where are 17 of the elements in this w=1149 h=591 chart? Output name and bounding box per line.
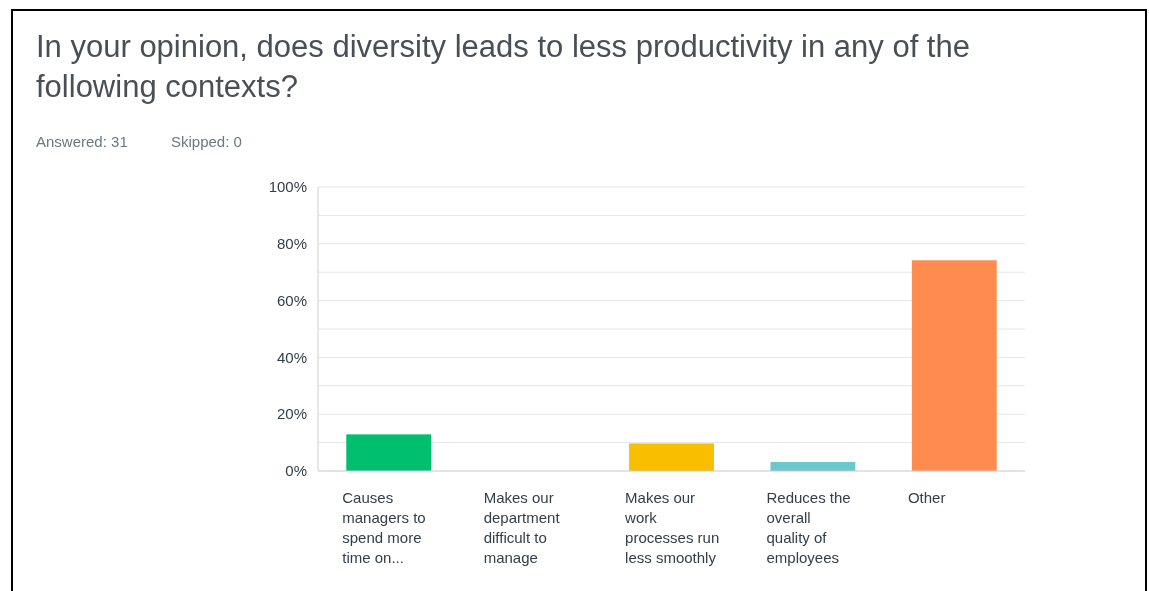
chart-title: In your opinion, does diversity leads to less productivity in any of the following contexts? xyxy=(36,29,970,104)
y-tick-label: 40% xyxy=(276,348,307,366)
y-tick-label: 80% xyxy=(276,235,307,253)
x-tick-label: Reduces the overall quality of employees xyxy=(766,489,851,566)
bar xyxy=(629,443,714,471)
x-tick-label: Causes managers to spend more time on... xyxy=(342,489,426,566)
x-tick-label: Makes our department difficult to manage xyxy=(483,489,561,566)
x-tick-label: Makes our work processes run less smoothly xyxy=(624,489,720,566)
y-tick-label: 60% xyxy=(276,291,307,309)
bar xyxy=(346,434,432,471)
y-tick-label: 100% xyxy=(268,178,307,196)
x-tick-label: Other xyxy=(907,489,946,506)
bar xyxy=(911,260,997,471)
y-tick-label: 0% xyxy=(285,462,307,480)
y-tick-label: 20% xyxy=(276,405,307,423)
text: Skipped: 0 xyxy=(171,133,242,150)
text: Answered: 31 xyxy=(36,133,128,150)
